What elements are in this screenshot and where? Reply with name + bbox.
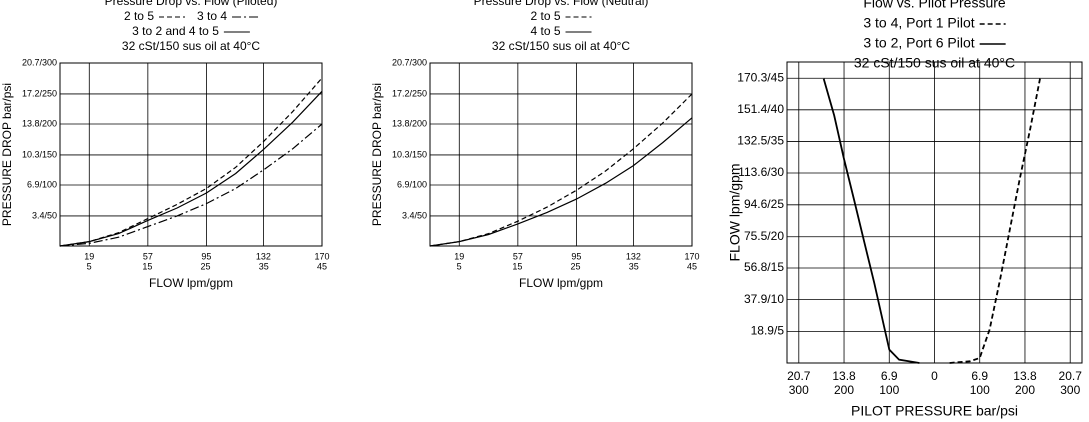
y-tick-label: 94.6/25 [744,197,784,211]
x2-tick-label: 45 [687,261,697,271]
y-tick-label: 6.9/100 [397,179,427,189]
data-line [59,90,323,247]
x2-tick-label: 200 [834,383,854,397]
data-line [949,78,1041,364]
legend-row: 3 to 2 and 4 to 5 [132,24,250,38]
data-line [429,93,693,247]
y-tick-label: 3.4/50 [32,210,57,220]
x-tick-label: 170 [314,251,329,261]
legend-label: 4 to 5 [530,24,560,38]
x-tick-label: 19 [454,251,464,261]
y-tick-label: 132.5/35 [737,134,784,148]
x2-tick-label: 100 [879,383,899,397]
y-tick-label: 17.2/250 [392,88,427,98]
chart-title: Flow vs. Pilot Pressure [863,0,1006,11]
x2-tick-label: 200 [1015,383,1035,397]
y-tick-label: 37.9/10 [744,292,784,306]
x2-tick-label: 45 [317,261,327,271]
plot-frame [786,61,1083,364]
y-tick-label: 17.2/250 [22,88,57,98]
x-axis-label: FLOW lpm/gpm [519,276,603,290]
chart-title: Pressure Drop vs. Flow (Piloted) [105,0,278,8]
x2-tick-label: 15 [512,261,522,271]
x-tick-label: 0 [931,369,938,383]
legend-label: 2 to 5 [530,9,560,23]
x2-tick-label: 5 [87,261,92,271]
y-tick-label: 10.3/150 [22,149,57,159]
y-tick-label: 13.8/200 [392,118,427,128]
x-tick-label: 57 [143,251,153,261]
legend-row: 3 to 4, Port 1 Pilot [863,15,1006,31]
y-axis-label: PRESSURE DROP bar/psi [370,83,384,226]
x-tick-label: 95 [201,251,211,261]
data-line [59,123,323,247]
legend-row: 4 to 5 [530,24,592,38]
x-tick-label: 132 [256,251,271,261]
plot-frame [59,62,323,247]
x2-tick-label: 25 [571,261,581,271]
y-tick-label: 3.4/50 [402,210,427,220]
x-tick-label: 13.8 [832,369,856,383]
x-tick-label: 132 [626,251,641,261]
y-axis-label: PRESSURE DROP bar/psi [0,83,14,226]
x-tick-label: 57 [513,251,523,261]
y-tick-label: 151.4/40 [737,102,784,116]
x-tick-label: 13.8 [1013,369,1037,383]
x2-tick-label: 100 [970,383,990,397]
x-tick-label: 19 [84,251,94,261]
legend-label: 3 to 2 and 4 to 5 [132,24,219,38]
x2-tick-label: 5 [457,261,462,271]
legend-row: 2 to 5 3 to 4 [124,9,259,23]
y-tick-label: 20.7/300 [22,57,57,67]
legend-label: 2 to 5 [124,9,154,23]
y-tick-label: 6.9/100 [27,179,57,189]
y-tick-label: 75.5/20 [744,229,784,243]
note: 32 cSt/150 sus oil at 40°C [122,39,261,53]
legend-label: 3 to 4, Port 1 Pilot [863,15,974,31]
x2-tick-label: 15 [142,261,152,271]
y-tick-label: 113.6/30 [738,165,784,179]
y-tick-label: 18.9/5 [751,324,785,338]
x-tick-label: 20.7 [1059,369,1083,383]
y-tick-label: 10.3/150 [392,149,427,159]
legend-row: 3 to 2, Port 6 Pilot [863,35,1006,51]
y-tick-label: 56.8/15 [744,260,784,274]
x-tick-label: 6.9 [881,369,898,383]
legend-label: 3 to 4 [197,9,227,23]
x-tick-label: 20.7 [787,369,811,383]
chart-title: Pressure Drop vs. Flow (Neutral) [474,0,649,8]
y-tick-label: 13.8/200 [22,118,57,128]
x-axis-label: FLOW lpm/gpm [149,276,233,290]
legend-label: 3 to 2, Port 6 Pilot [863,35,974,51]
x-axis-label: PILOT PRESSURE bar/psi [851,403,1018,419]
data-line [429,117,693,247]
x2-tick-label: 300 [1060,383,1080,397]
x2-tick-label: 35 [259,261,269,271]
plot-frame [429,62,693,247]
note: 32 cSt/150 sus oil at 40°C [492,39,631,53]
x2-tick-label: 35 [629,261,639,271]
x-tick-label: 6.9 [971,369,988,383]
y-tick-label: 170.3/45 [737,70,784,84]
data-line [59,77,323,247]
x2-tick-label: 25 [201,261,211,271]
x-tick-label: 95 [571,251,581,261]
data-line [822,78,920,364]
x-tick-label: 170 [684,251,699,261]
y-axis-label: FLOW lpm/gpm [727,163,743,261]
y-tick-label: 20.7/300 [392,57,427,67]
x2-tick-label: 300 [789,383,809,397]
legend-row: 2 to 5 [530,9,592,23]
